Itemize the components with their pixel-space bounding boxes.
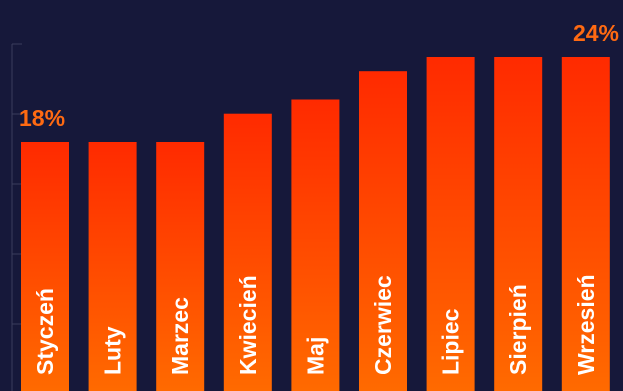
category-labels: Styczeń Luty Marzec Kwiecień Maj Czerwiec Lipi… bbox=[32, 274, 599, 375]
value-labels: 18% 24% bbox=[19, 20, 619, 131]
bar-0 bbox=[21, 142, 69, 391]
category-label-1: Luty bbox=[100, 326, 126, 375]
bar-7 bbox=[494, 57, 543, 391]
value-label-0: 18% bbox=[19, 105, 65, 131]
bar-4 bbox=[291, 99, 340, 391]
bar-1 bbox=[88, 142, 137, 391]
value-label-8: 24% bbox=[573, 20, 619, 46]
category-label-5: Czerwiec bbox=[370, 275, 396, 375]
category-label-2: Marzec bbox=[167, 297, 193, 375]
category-label-3: Kwiecień bbox=[235, 275, 261, 375]
category-label-4: Maj bbox=[302, 337, 328, 375]
bars bbox=[21, 57, 610, 391]
category-label-6: Lipiec bbox=[438, 308, 464, 375]
bar-2 bbox=[156, 142, 205, 391]
bar-6 bbox=[426, 57, 475, 391]
bar-3 bbox=[223, 113, 272, 391]
category-label-0: Styczeń bbox=[32, 288, 58, 375]
bar-8 bbox=[561, 57, 610, 391]
y-axis bbox=[11, 43, 22, 391]
bar-5 bbox=[359, 71, 407, 391]
category-label-8: Wrzesień bbox=[573, 274, 599, 375]
category-label-7: Sierpień bbox=[505, 284, 531, 375]
